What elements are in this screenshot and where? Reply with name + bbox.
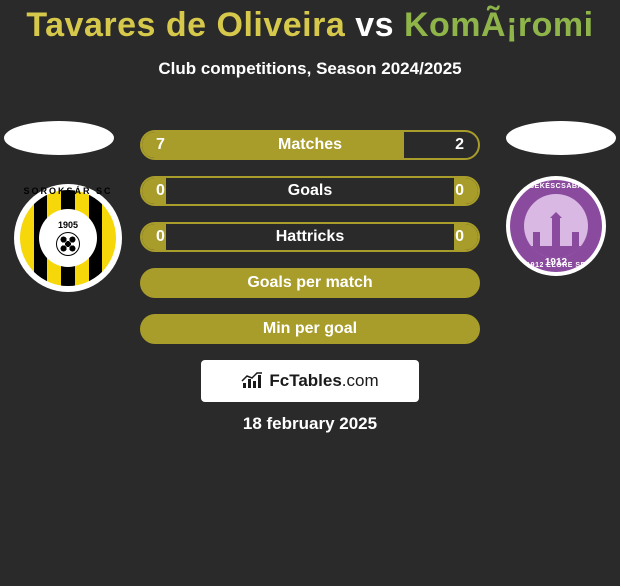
bar-chart-icon — [241, 372, 263, 390]
player-1-photo-placeholder — [4, 121, 114, 155]
stat-bar-row: 00Hattricks — [140, 222, 480, 252]
season-subtitle: Club competitions, Season 2024/2025 — [0, 59, 620, 79]
left-club-arc-text: SOROKSÁR SC — [14, 186, 122, 196]
vs-separator: vs — [345, 6, 404, 44]
club-badge-right: BÉKÉSCSABA 1912 ELŐRE SE 1912 — [506, 176, 606, 276]
comparison-title: Tavares de Oliveira vs KomÃ¡romi — [0, 6, 620, 45]
soccer-ball-icon — [56, 232, 80, 256]
player-1-name: Tavares de Oliveira — [26, 6, 345, 44]
right-club-top-text: BÉKÉSCSABA — [510, 183, 602, 190]
brand-name-bold: FcTables — [269, 371, 341, 390]
stat-label: Goals — [142, 178, 478, 204]
site-brand: FcTables.com — [201, 360, 419, 402]
brand-name-suffix: .com — [342, 371, 379, 390]
stat-label: Min per goal — [142, 316, 478, 342]
stat-bar-row: 72Matches — [140, 130, 480, 160]
building-icon — [529, 218, 583, 258]
left-club-year: 1905 — [58, 220, 78, 230]
stat-bar-row: 00Goals — [140, 176, 480, 206]
club-badge-left: SOROKSÁR SC 1905 — [14, 184, 122, 292]
generation-date: 18 february 2025 — [0, 414, 620, 434]
stat-label: Goals per match — [142, 270, 478, 296]
stat-bars-container: 72Matches 00Goals 00Hattricks Goals per mat… — [140, 130, 480, 360]
right-club-year: 1912 — [510, 257, 602, 268]
player-2-name: KomÃ¡romi — [404, 6, 594, 44]
player-2-photo-placeholder — [506, 121, 616, 155]
stat-label: Matches — [142, 132, 478, 158]
stat-bar-row: Goals per match — [140, 268, 480, 298]
stat-bar-row: Min per goal — [140, 314, 480, 344]
stat-label: Hattricks — [142, 224, 478, 250]
brand-text: FcTables.com — [269, 371, 378, 391]
